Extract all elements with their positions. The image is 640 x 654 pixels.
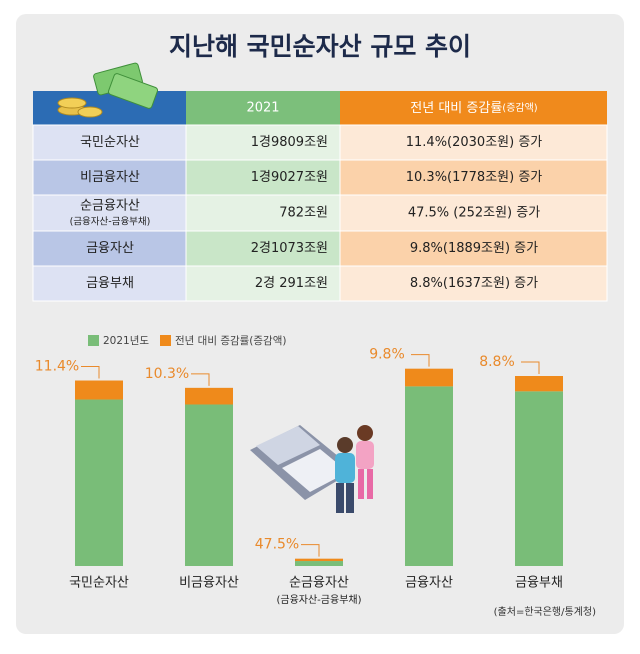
row-name: 금융자산 — [86, 241, 134, 256]
header-cell — [340, 91, 607, 125]
header-cell — [186, 91, 340, 125]
table: 2021 전년 대비 증감률(증감액) 국민순자산 1경9809조원 11.4%(203… — [32, 91, 608, 302]
header-change: 전년 대비 증감률(증감액) — [410, 101, 538, 116]
bar-segment — [515, 376, 563, 392]
header-change-note: (증감액) — [502, 102, 538, 114]
table-cell — [32, 230, 187, 267]
category-label: 비금융자산 — [179, 576, 239, 591]
table-cell — [185, 230, 341, 267]
table-cell — [339, 194, 608, 232]
leader-line — [81, 366, 100, 379]
bar-segment — [295, 561, 343, 566]
bar-segment — [515, 391, 563, 566]
table-cell — [339, 265, 608, 302]
category-label: 국민순자산 — [69, 576, 129, 591]
header-change-text: 전년 대비 증감률 — [410, 101, 502, 116]
row-value: 1경9027조원 — [251, 170, 328, 185]
category-label: 금융자산 — [405, 576, 453, 591]
rate-label: 11.4% — [35, 359, 79, 375]
leader-line — [301, 544, 320, 557]
bar-segment — [75, 399, 123, 566]
leader-line — [191, 373, 210, 386]
rate-label: 8.8% — [479, 354, 515, 370]
row-name: 비금융자산 — [80, 170, 140, 185]
bar-segment — [185, 387, 233, 405]
rate-label: 9.8% — [369, 347, 405, 363]
legend-label: 2021년도 — [103, 335, 149, 347]
calculator-illustration — [250, 425, 374, 513]
category-label: 금융부채 — [515, 576, 563, 591]
row-change: 47.5% (252조원) 증가 — [408, 206, 540, 221]
row-note: (금융자산-금융부채) — [70, 217, 151, 228]
bar-segment — [405, 368, 453, 387]
table-cell — [185, 265, 341, 302]
leader-line — [411, 354, 430, 367]
source: (출처=한국은행/통계청) — [494, 606, 596, 618]
row-name: 국민순자산 — [80, 135, 140, 150]
money-icon — [57, 62, 159, 118]
bar-segment — [185, 404, 233, 566]
legend-swatch — [160, 335, 171, 346]
table-cell — [32, 265, 187, 302]
category-label: 순금융자산 — [289, 576, 349, 591]
bar-segment — [75, 380, 123, 400]
bar-segment — [295, 558, 343, 562]
row-change: 8.8%(1637조원) 증가 — [410, 276, 538, 291]
title: 지난해 국민순자산 규모 추이 — [169, 32, 471, 61]
legend-label: 전년 대비 증감률(증감액) — [175, 335, 286, 347]
rate-label: 10.3% — [145, 366, 189, 382]
row-value: 1경9809조원 — [251, 135, 328, 150]
table-cell — [185, 124, 341, 161]
row-value: 2경1073조원 — [251, 241, 328, 256]
bar-segment — [405, 386, 453, 566]
table-cell — [185, 159, 341, 196]
header-year: 2021 — [246, 101, 279, 116]
row-change: 10.3%(1778조원) 증가 — [406, 170, 543, 185]
row-name: 순금융자산 — [80, 199, 140, 214]
table-cell — [339, 124, 608, 161]
row-value: 2경 291조원 — [255, 276, 328, 291]
leader-line — [521, 361, 540, 375]
header-cell — [33, 91, 186, 125]
row-value: 782조원 — [279, 206, 328, 221]
row-name: 금융부채 — [86, 276, 134, 291]
table-cell — [339, 230, 608, 267]
table-cell — [32, 159, 187, 196]
category-note: (금융자산-금융부채) — [276, 594, 361, 606]
row-change: 9.8%(1889조원) 증가 — [410, 241, 538, 256]
row-change: 11.4%(2030조원) 증가 — [406, 135, 543, 150]
table-cell — [185, 194, 341, 232]
rate-label: 47.5% — [255, 537, 299, 553]
legend-swatch — [88, 335, 99, 346]
